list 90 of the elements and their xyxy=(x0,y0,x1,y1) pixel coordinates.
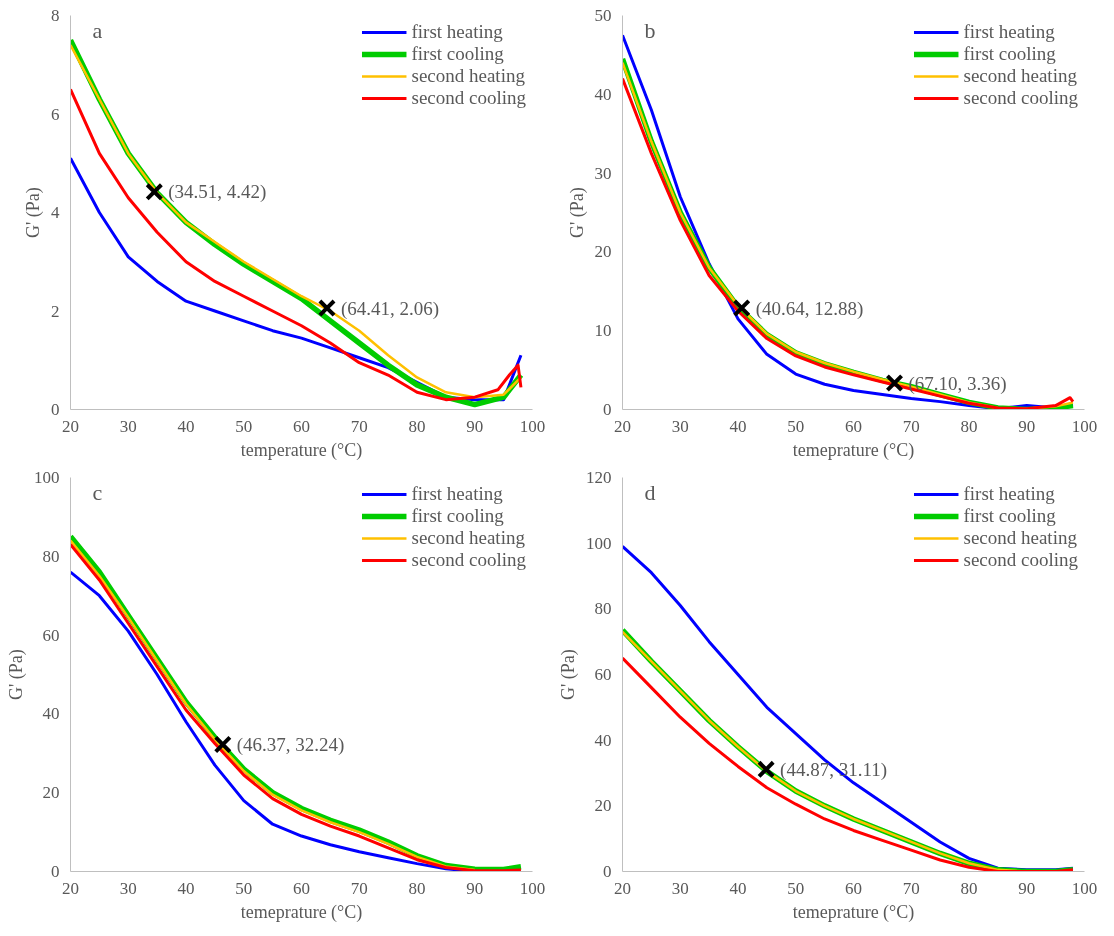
chart-title: b xyxy=(644,17,656,43)
legend-label: first heating xyxy=(411,21,503,43)
y-tick-label: 20 xyxy=(594,796,612,816)
x-tick-label: 30 xyxy=(671,416,689,436)
x-tick-label: 30 xyxy=(671,878,689,898)
x-tick-label: 60 xyxy=(845,416,862,436)
annotation: (46.37, 32.24) xyxy=(236,733,345,756)
y-tick-label: 100 xyxy=(586,533,612,553)
y-axis-title: G' (Pa) xyxy=(558,649,579,700)
x-tick-label: 80 xyxy=(408,416,426,436)
x-tick-label: 50 xyxy=(235,878,253,898)
y-tick-label: 0 xyxy=(603,400,612,419)
chart-title: d xyxy=(644,479,656,505)
y-tick-label: 100 xyxy=(34,468,60,487)
x-tick-label: 40 xyxy=(729,878,747,898)
legend-label: second heating xyxy=(411,527,525,549)
y-tick-label: 20 xyxy=(594,242,612,262)
x-tick-label: 80 xyxy=(960,416,978,436)
y-axis-title: G' (Pa) xyxy=(566,187,588,238)
legend-label: first cooling xyxy=(411,505,504,527)
y-tick-label: 20 xyxy=(42,783,60,803)
annotation: (44.87, 31.11) xyxy=(780,758,888,781)
annotation: (40.64, 12.88) xyxy=(755,297,864,320)
y-tick-label: 10 xyxy=(594,321,612,341)
x-tick-label: 40 xyxy=(177,878,195,898)
x-tick-label: 90 xyxy=(1018,878,1036,898)
legend-label: second heating xyxy=(963,65,1077,87)
y-tick-label: 6 xyxy=(51,104,60,124)
x-tick-label: 60 xyxy=(845,878,862,898)
annotation: (34.51, 4.42) xyxy=(168,181,267,204)
x-tick-label: 40 xyxy=(729,416,747,436)
x-tick-label: 70 xyxy=(902,878,920,898)
annotation: (67.10, 3.36) xyxy=(908,372,1007,395)
y-tick-label: 0 xyxy=(51,862,60,881)
y-tick-label: 0 xyxy=(51,400,60,419)
legend-label: second cooling xyxy=(963,87,1078,109)
x-tick-label: 100 xyxy=(1071,878,1098,898)
y-tick-label: 30 xyxy=(594,163,612,183)
chart-title: a xyxy=(92,17,103,43)
x-tick-label: 30 xyxy=(119,416,137,436)
x-tick-label: 50 xyxy=(235,416,253,436)
legend-label: first heating xyxy=(963,483,1055,505)
chart-title: c xyxy=(92,479,103,505)
x-axis-title: temeprature (°C) xyxy=(792,439,915,461)
legend-label: second cooling xyxy=(411,87,526,109)
y-tick-label: 40 xyxy=(594,730,612,750)
x-tick-label: 80 xyxy=(408,878,426,898)
x-axis-title: temperature (°C) xyxy=(240,439,363,461)
legend-label: second heating xyxy=(411,65,525,87)
y-axis-title: G' (Pa) xyxy=(23,187,44,238)
y-tick-label: 40 xyxy=(42,704,60,724)
legend-label: first cooling xyxy=(963,505,1056,527)
legend-label: second cooling xyxy=(411,549,526,571)
annotation: (64.41, 2.06) xyxy=(340,297,440,320)
y-tick-label: 60 xyxy=(42,625,60,645)
x-tick-label: 90 xyxy=(1018,416,1036,436)
x-tick-label: 90 xyxy=(466,416,484,436)
x-tick-label: 50 xyxy=(787,878,805,898)
x-tick-label: 50 xyxy=(787,416,805,436)
y-tick-label: 0 xyxy=(603,862,612,881)
x-tick-label: 60 xyxy=(293,416,310,436)
x-tick-label: 100 xyxy=(1071,416,1098,436)
y-axis-title: G' (Pa) xyxy=(6,649,27,700)
y-tick-label: 60 xyxy=(594,665,612,684)
x-tick-label: 80 xyxy=(960,878,978,898)
x-tick-label: 100 xyxy=(519,416,546,436)
y-tick-label: 4 xyxy=(51,203,60,222)
x-tick-label: 70 xyxy=(350,878,368,898)
legend-label: first cooling xyxy=(963,43,1056,65)
x-tick-label: 40 xyxy=(177,416,195,436)
legend-label: first heating xyxy=(411,483,503,505)
x-tick-label: 60 xyxy=(293,878,310,898)
legend-label: first cooling xyxy=(411,43,504,65)
x-tick-label: 90 xyxy=(466,878,484,898)
y-tick-label: 80 xyxy=(42,546,60,566)
legend-label: second cooling xyxy=(963,549,1078,571)
y-tick-label: 50 xyxy=(594,6,612,25)
x-tick-label: 30 xyxy=(119,878,137,898)
x-axis-title: temeprature (°C) xyxy=(792,901,915,923)
legend-label: first heating xyxy=(963,21,1055,43)
x-tick-label: 70 xyxy=(350,416,368,436)
y-tick-label: 8 xyxy=(51,6,60,25)
y-tick-label: 40 xyxy=(594,84,612,104)
x-tick-label: 100 xyxy=(519,878,546,898)
x-axis-title: temeprature (°C) xyxy=(240,901,363,923)
x-tick-label: 70 xyxy=(902,416,920,436)
y-tick-label: 2 xyxy=(51,301,60,321)
y-tick-label: 80 xyxy=(594,599,612,619)
y-tick-label: 120 xyxy=(586,468,612,487)
legend-label: second heating xyxy=(963,527,1077,549)
